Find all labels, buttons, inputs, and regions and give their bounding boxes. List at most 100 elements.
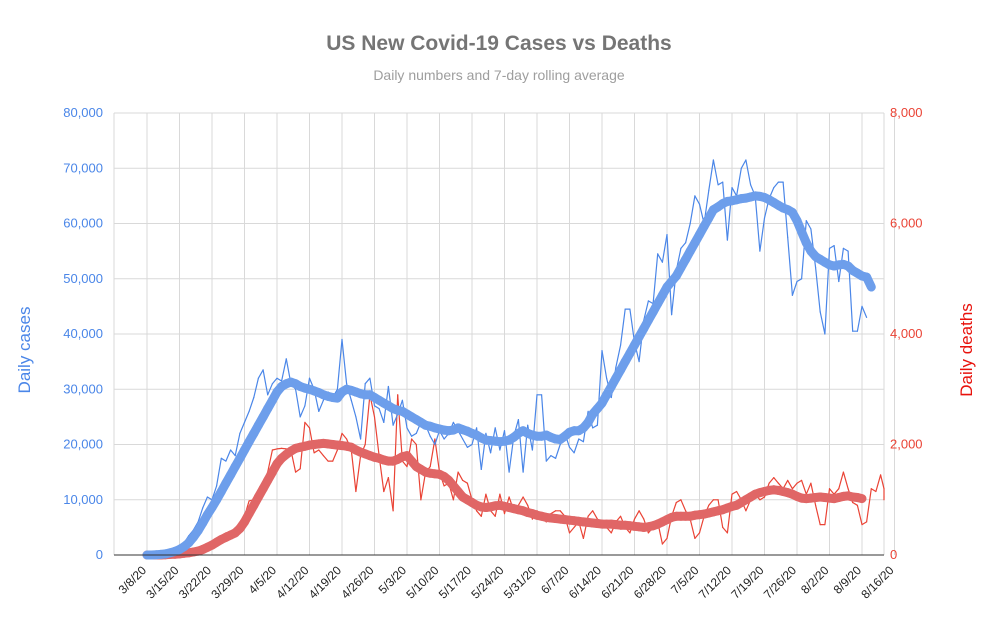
- x-tick-label: 5/17/20: [436, 563, 474, 601]
- series-segment: [318, 399, 324, 412]
- x-tick-label: 8/2/20: [798, 563, 832, 597]
- series-layer: [142, 159, 885, 560]
- chart-subtitle: Daily numbers and 7-day rolling average: [373, 67, 625, 83]
- series-segment: [717, 181, 724, 186]
- x-tick-label: 5/24/20: [468, 563, 506, 601]
- series-segment: [633, 510, 640, 520]
- series-segment: [694, 195, 701, 205]
- series-segment: [336, 338, 343, 390]
- series-segment: [230, 449, 236, 457]
- series-segment: [754, 195, 761, 252]
- series-segment: [615, 344, 622, 368]
- series-segment: [225, 449, 232, 462]
- series-segment: [689, 518, 696, 540]
- series-segment: [332, 449, 338, 462]
- series-segment: [517, 496, 524, 506]
- series-segment: [712, 159, 719, 186]
- series-segment: [814, 504, 821, 526]
- series-segment: [313, 449, 320, 454]
- series-segment: [429, 435, 436, 446]
- series-segment: [661, 234, 668, 263]
- series-segment: [243, 410, 250, 423]
- series-segment: [726, 493, 733, 534]
- series-segment: [865, 488, 872, 523]
- axes: 0 10,000 20,000 30,000 40,000 50,000 60,000 70,…: [63, 105, 922, 601]
- y-tick-left: 10,000: [63, 492, 103, 507]
- series-segment: [318, 449, 324, 457]
- series-segment: [355, 416, 362, 440]
- series-segment: [694, 532, 701, 540]
- series-segment: [852, 493, 867, 504]
- series-segment: [805, 482, 812, 495]
- series-segment: [350, 399, 357, 418]
- x-tick-label: 3/29/20: [208, 563, 246, 601]
- series-segment: [550, 455, 557, 459]
- series-segment: [322, 455, 329, 462]
- series-segment: [828, 245, 835, 249]
- series-segment: [271, 448, 278, 451]
- series-segment: [629, 308, 636, 343]
- series-segment: [276, 447, 283, 450]
- y-tick-left: 80,000: [63, 105, 103, 120]
- y-tick-right: 2,000: [890, 437, 923, 452]
- y-tick-left: 40,000: [63, 326, 103, 341]
- series-segment: [462, 438, 468, 448]
- series-segment: [619, 308, 626, 346]
- x-tick-label: 4/26/20: [338, 563, 376, 601]
- series-segment: [234, 432, 241, 457]
- series-segment: [578, 438, 585, 443]
- x-tick-label: 7/19/20: [728, 563, 766, 601]
- series-segment: [838, 471, 845, 490]
- series-segment: [722, 526, 729, 534]
- series-segment: [592, 510, 599, 520]
- y-tick-right: 0: [890, 547, 897, 562]
- series-segment: [573, 438, 580, 454]
- series-segment: [253, 377, 259, 399]
- series-segment: [267, 383, 273, 396]
- series-segment: [364, 377, 371, 385]
- series-segment: [773, 477, 780, 484]
- series-segment: [666, 234, 673, 316]
- series-segment: [295, 468, 301, 473]
- series-segment: [652, 253, 659, 305]
- y-tick-right: 4,000: [890, 326, 923, 341]
- series-segment: [759, 496, 766, 501]
- series-segment: [819, 311, 826, 335]
- series-segment: [262, 369, 269, 396]
- x-tick-label: 6/14/20: [566, 563, 604, 601]
- series-segment: [592, 424, 599, 429]
- series-segment: [550, 510, 557, 515]
- series-segment: [661, 537, 668, 545]
- series-segment: [643, 300, 650, 321]
- series-segment: [281, 447, 287, 450]
- series-segment: [341, 338, 348, 385]
- series-segment: [554, 443, 561, 459]
- series-segment: [787, 479, 794, 490]
- y-tick-left: 60,000: [63, 216, 103, 231]
- series-segment: [197, 507, 204, 523]
- series-segment: [680, 242, 687, 249]
- series-segment: [708, 499, 715, 506]
- series-segment: [601, 350, 608, 379]
- series-segment: [745, 159, 752, 186]
- series-segment: [800, 479, 807, 495]
- series-segment: [814, 267, 821, 313]
- y-tick-right: 6,000: [890, 216, 923, 231]
- series-segment: [833, 488, 840, 495]
- series-segment: [879, 474, 885, 490]
- series-segment: [735, 167, 742, 197]
- series-segment: [350, 449, 357, 493]
- series-segment: [373, 416, 380, 457]
- series-segment: [861, 521, 868, 526]
- series-segment: [457, 471, 464, 481]
- x-tick-label: 3/15/20: [143, 563, 181, 601]
- y-tick-left: 70,000: [63, 160, 103, 175]
- series-segment: [638, 510, 645, 520]
- series-segment: [852, 501, 859, 506]
- y-axis-label-left: Daily cases: [15, 307, 34, 394]
- series-segment: [759, 217, 766, 252]
- series-segment: [364, 394, 371, 446]
- series-segment: [875, 474, 882, 493]
- series-segment: [420, 471, 427, 501]
